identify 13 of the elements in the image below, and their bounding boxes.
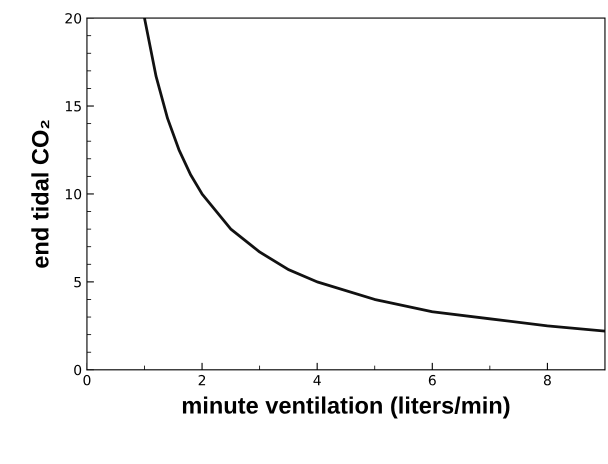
- line-series: [143, 18, 605, 333]
- x-axis-title: minute ventilation (liters/min): [182, 396, 510, 418]
- x-tick-label: 4: [313, 375, 321, 386]
- y-axis-title: end tidal CO₂: [31, 120, 50, 268]
- y-tick-label: 10: [66, 188, 82, 200]
- y-tick-label: 5: [74, 277, 81, 288]
- y-tick-label: 15: [66, 101, 81, 112]
- x-tick-label: 0: [83, 374, 90, 386]
- x-tick-label: 8: [544, 374, 551, 386]
- y-tick-label: 0: [74, 364, 82, 376]
- y-tick-label: 20: [65, 13, 82, 24]
- x-tick-label: 6: [428, 374, 436, 386]
- x-tick-label: 2: [198, 374, 206, 386]
